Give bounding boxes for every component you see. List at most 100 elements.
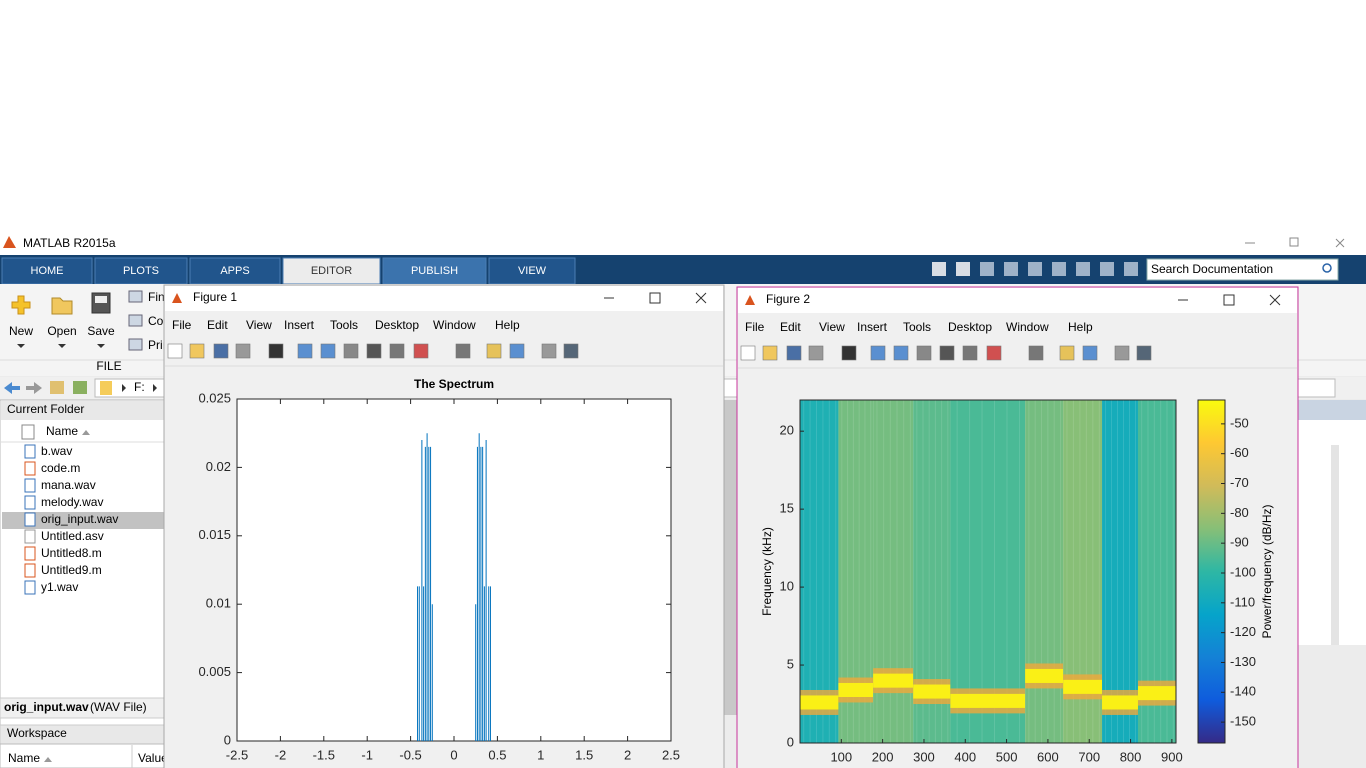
toolbar-button[interactable] [786, 345, 802, 361]
toolbar-button[interactable] [1114, 345, 1130, 361]
selected-row [2, 512, 164, 529]
ribbon-tab-label[interactable]: EDITOR [311, 265, 352, 277]
ribbon-tab[interactable] [282, 257, 381, 285]
toolbar-button[interactable] [1082, 345, 1098, 361]
file-name[interactable]: orig_input.wav [41, 512, 118, 526]
column-header[interactable]: Name [46, 424, 78, 438]
toolbar-button[interactable] [962, 345, 978, 361]
toolbar-button[interactable] [563, 343, 579, 359]
ribbon-tab-label[interactable]: PLOTS [123, 265, 159, 277]
ribbon-tab-label[interactable]: VIEW [518, 265, 547, 277]
toolbar-button[interactable] [841, 345, 857, 361]
toolbar-button[interactable] [1136, 345, 1152, 361]
toolbar-button[interactable] [1028, 345, 1044, 361]
toolbar-button[interactable] [189, 343, 205, 359]
colorbar-tick-label: -120 [1230, 624, 1256, 639]
toolbar-button[interactable] [762, 345, 778, 361]
figure-maximize[interactable] [649, 292, 661, 304]
spectrogram-stripe [1160, 400, 1162, 743]
menu-item[interactable]: Tools [903, 320, 931, 334]
spectrogram-stripe [1028, 400, 1030, 743]
workspace-column[interactable]: Value [138, 751, 168, 765]
ribbon-tab[interactable] [382, 257, 487, 285]
file-name[interactable]: melody.wav [41, 495, 103, 509]
path-text[interactable]: F: [134, 380, 145, 394]
menu-item[interactable]: Tools [330, 318, 358, 332]
ribbon-tab-label[interactable]: APPS [220, 265, 249, 277]
figure-maximize[interactable] [1223, 294, 1235, 306]
menu-item[interactable]: Help [495, 318, 520, 332]
file-icon [24, 546, 36, 561]
file-name[interactable]: b.wav [41, 444, 72, 458]
ribbon-tab-label[interactable]: HOME [31, 265, 64, 277]
toolbar-button[interactable] [366, 343, 382, 359]
menu-item[interactable]: Insert [284, 318, 315, 332]
search-box[interactable] [1146, 258, 1339, 281]
toolbar-button[interactable] [167, 343, 183, 359]
workspace-column[interactable]: Name [8, 751, 40, 765]
ribbon-tab-label[interactable]: PUBLISH [411, 265, 458, 277]
toolbar-button[interactable] [213, 343, 229, 359]
column-checkbox [21, 424, 35, 440]
toolbar-button[interactable] [509, 343, 525, 359]
file-icon [24, 461, 36, 476]
spectrogram-stripe [835, 400, 837, 743]
folder-icon [100, 381, 112, 395]
ribbon-button[interactable]: Save [87, 324, 115, 338]
menu-item[interactable]: File [745, 320, 765, 334]
menu-item[interactable]: Desktop [948, 320, 992, 334]
menu-item[interactable]: Window [1006, 320, 1049, 334]
figure-close[interactable] [695, 292, 707, 304]
x-tick-label: 0 [450, 747, 457, 762]
x-tick-label: -1.5 [313, 747, 335, 762]
file-name[interactable]: Untitled.asv [41, 529, 104, 543]
menu-item[interactable]: File [172, 318, 192, 332]
toolbar-button[interactable] [870, 345, 886, 361]
toolbar-button[interactable] [808, 345, 824, 361]
menu-bar [738, 315, 1297, 339]
file-name[interactable]: code.m [41, 461, 80, 475]
colorbar-tick-label: -60 [1230, 445, 1249, 460]
toolbar-button[interactable] [916, 345, 932, 361]
menu-item[interactable]: Desktop [375, 318, 419, 332]
toolbar-button[interactable] [343, 343, 359, 359]
toolbar-button[interactable] [235, 343, 251, 359]
spectrogram-stripe [847, 400, 849, 743]
figure-title-bar [165, 286, 723, 311]
search-placeholder[interactable]: Search Documentation [1151, 262, 1273, 276]
ribbon-tab[interactable] [488, 257, 576, 285]
toolbar-button[interactable] [740, 345, 756, 361]
axes [236, 398, 672, 742]
file-name[interactable]: Untitled8.m [41, 546, 102, 560]
toolbar-button[interactable] [541, 343, 557, 359]
menu-item[interactable]: View [819, 320, 845, 334]
toolbar-button[interactable] [1059, 345, 1075, 361]
file-name[interactable]: Untitled9.m [41, 563, 102, 577]
ribbon-tab[interactable] [189, 257, 281, 285]
ribbon-tab[interactable] [94, 257, 188, 285]
toolbar-button[interactable] [320, 343, 336, 359]
ribbon-button[interactable]: New [9, 324, 33, 338]
figure-close[interactable] [1269, 294, 1281, 306]
toolbar-button[interactable] [297, 343, 313, 359]
ribbon-button[interactable]: Open [47, 324, 76, 338]
toolbar-button[interactable] [413, 343, 429, 359]
menu-item[interactable]: Edit [207, 318, 228, 332]
menu-item[interactable]: Help [1068, 320, 1093, 334]
file-name[interactable]: mana.wav [41, 478, 96, 492]
toolbar-button[interactable] [986, 345, 1002, 361]
file-name[interactable]: y1.wav [41, 580, 78, 594]
menu-item[interactable]: View [246, 318, 272, 332]
toolbar-button[interactable] [939, 345, 955, 361]
menu-item[interactable]: Insert [857, 320, 888, 334]
toolbar-button[interactable] [486, 343, 502, 359]
y-tick-label: 10 [780, 579, 794, 594]
toolbar-button[interactable] [893, 345, 909, 361]
ribbon-tab[interactable] [1, 257, 93, 285]
dropdown-arrow [97, 344, 105, 348]
menu-item[interactable]: Edit [780, 320, 801, 334]
toolbar-button[interactable] [389, 343, 405, 359]
toolbar-button[interactable] [268, 343, 284, 359]
menu-item[interactable]: Window [433, 318, 476, 332]
toolbar-button[interactable] [455, 343, 471, 359]
